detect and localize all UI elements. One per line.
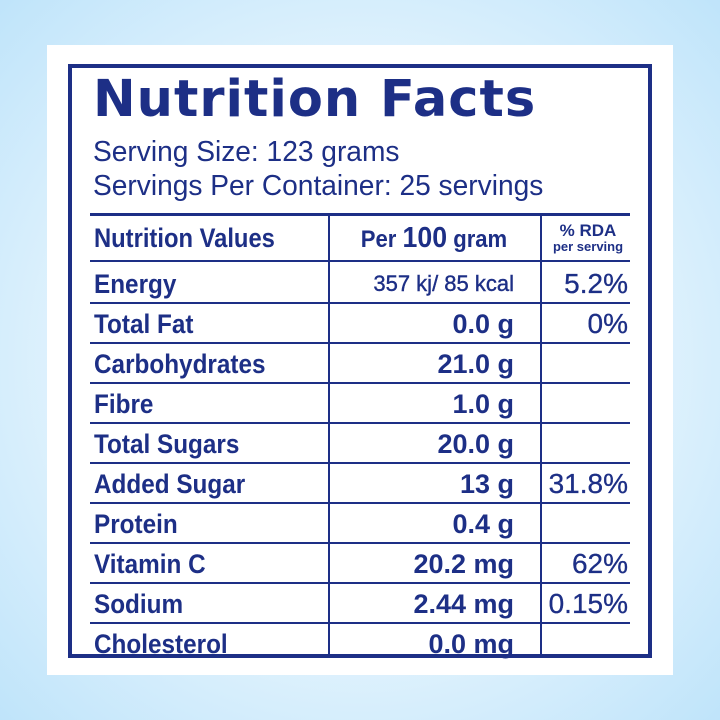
- nutrient-rda: 5.2%: [564, 268, 628, 299]
- table-row: Vitamin C 20.2 mg 62%: [90, 544, 630, 584]
- header-nutrition-values: Nutrition Values: [94, 223, 275, 253]
- nutrient-value: 13 g: [459, 469, 514, 499]
- table-row: Carbohydrates 21.0 g: [90, 344, 630, 384]
- nutrient-name: Total Sugars: [94, 429, 240, 459]
- nutrition-label: Nutrition Facts Serving Size: 123 grams …: [68, 64, 652, 659]
- nutrient-value: 357 kj/ 85 kcal: [373, 271, 514, 296]
- header-divider: [90, 260, 630, 262]
- nutrient-rda: 31.8%: [548, 468, 628, 499]
- nutrient-name: Energy: [94, 269, 177, 299]
- header-per-suffix: gram: [447, 226, 508, 253]
- row-divider: [90, 302, 630, 304]
- header-rda: % RDA per serving: [542, 222, 634, 254]
- table-row: Added Sugar 13 g 31.8%: [90, 464, 630, 504]
- nutrient-value: 0.0 mg: [428, 629, 514, 659]
- nutrient-name: Carbohydrates: [94, 349, 266, 379]
- nutrient-value: 21.0 g: [437, 349, 514, 379]
- row-divider: [90, 502, 630, 504]
- nutrient-name: Total Fat: [94, 309, 194, 339]
- column-divider: [328, 216, 330, 654]
- row-divider: [90, 462, 630, 464]
- nutrient-value: 20.0 g: [437, 429, 514, 459]
- row-divider: [90, 422, 630, 424]
- label-title: Nutrition Facts: [93, 70, 537, 129]
- serving-size: Serving Size: 123 grams: [93, 136, 400, 168]
- table-row: Energy 357 kj/ 85 kcal 5.2%: [90, 264, 630, 304]
- table-row: Fibre 1.0 g: [90, 384, 630, 424]
- nutrition-table: Nutrition Values Per 100 gram % RDA per …: [90, 213, 630, 659]
- table-row: Protein 0.4 g: [90, 504, 630, 544]
- table-row: Sodium 2.44 mg 0.15%: [90, 584, 630, 624]
- nutrient-name: Fibre: [94, 389, 154, 419]
- nutrient-rda: 62%: [571, 548, 628, 579]
- row-divider: [90, 542, 630, 544]
- row-divider: [90, 342, 630, 344]
- header-per-amount: 100: [402, 222, 448, 254]
- nutrient-name: Cholesterol: [94, 629, 228, 659]
- label-panel: [47, 45, 673, 675]
- nutrient-rda: 0.15%: [548, 588, 628, 619]
- row-divider: [90, 582, 630, 584]
- nutrient-name: Vitamin C: [94, 549, 206, 579]
- nutrient-name: Protein: [94, 509, 178, 539]
- nutrient-value: 1.0 g: [452, 389, 514, 419]
- table-row: Cholesterol 0.0 mg: [90, 624, 630, 664]
- servings-per-container: Servings Per Container: 25 servings: [93, 170, 544, 202]
- table-row: Total Sugars 20.0 g: [90, 424, 630, 464]
- header-rda-per-serving: per serving: [552, 239, 624, 254]
- nutrient-rda: 0%: [587, 308, 628, 339]
- nutrient-value: 0.4 g: [452, 509, 514, 539]
- table-row: Total Fat 0.0 g 0%: [90, 304, 630, 344]
- header-per-100-gram: Per 100 gram: [336, 222, 531, 255]
- row-divider: [90, 622, 630, 624]
- nutrient-value: 20.2 mg: [413, 549, 514, 579]
- row-divider: [90, 382, 630, 384]
- nutrient-name: Added Sugar: [94, 469, 246, 499]
- nutrient-value: 0.0 g: [452, 309, 514, 339]
- header-per-prefix: Per: [360, 226, 403, 253]
- column-divider: [540, 216, 542, 654]
- nutrient-value: 2.44 mg: [413, 589, 514, 619]
- header-rda-label: % RDA: [559, 221, 617, 240]
- nutrient-name: Sodium: [94, 589, 184, 619]
